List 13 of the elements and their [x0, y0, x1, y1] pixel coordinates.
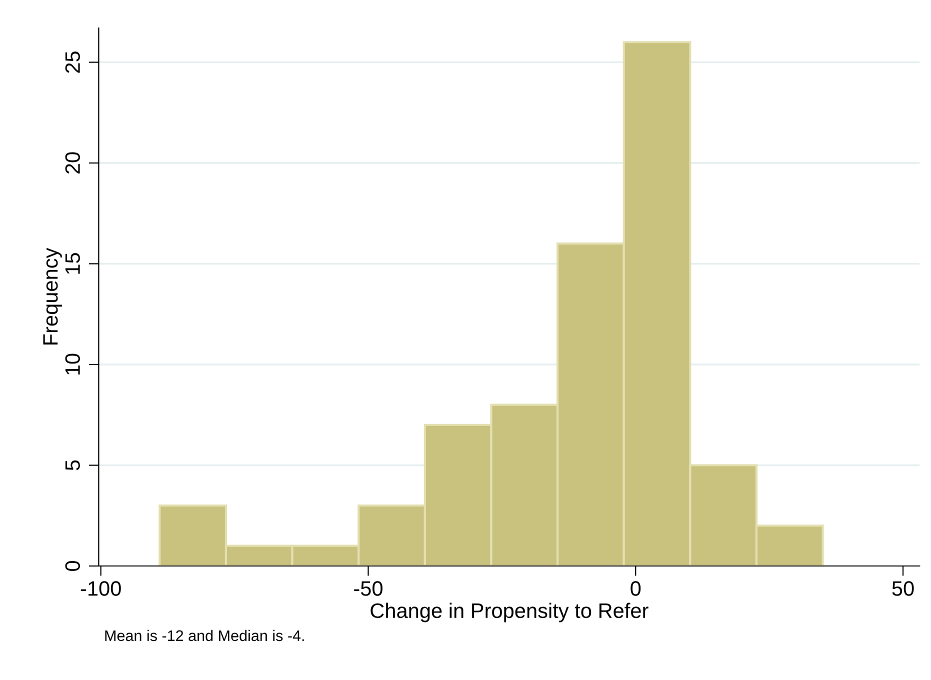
y-tick-label: 5 [65, 460, 80, 470]
y-tick-label: 15 [65, 253, 80, 274]
y-axis-title: Frequency [43, 248, 62, 344]
y-tick-label: 10 [65, 354, 80, 374]
x-axis-title: Change in Propensity to Refer [370, 602, 648, 622]
x-tick-label: 0 [630, 581, 641, 596]
y-tick-label: 0 [65, 561, 80, 571]
y-tick-label: 20 [65, 152, 80, 174]
text: Mean is -12 and Median is -4. [105, 630, 304, 642]
x-tick-label: -50 [354, 581, 382, 596]
y-tick-label: 25 [65, 52, 80, 73]
x-tick-label: 50 [892, 581, 914, 596]
x-tick-label: -100 [80, 581, 121, 596]
